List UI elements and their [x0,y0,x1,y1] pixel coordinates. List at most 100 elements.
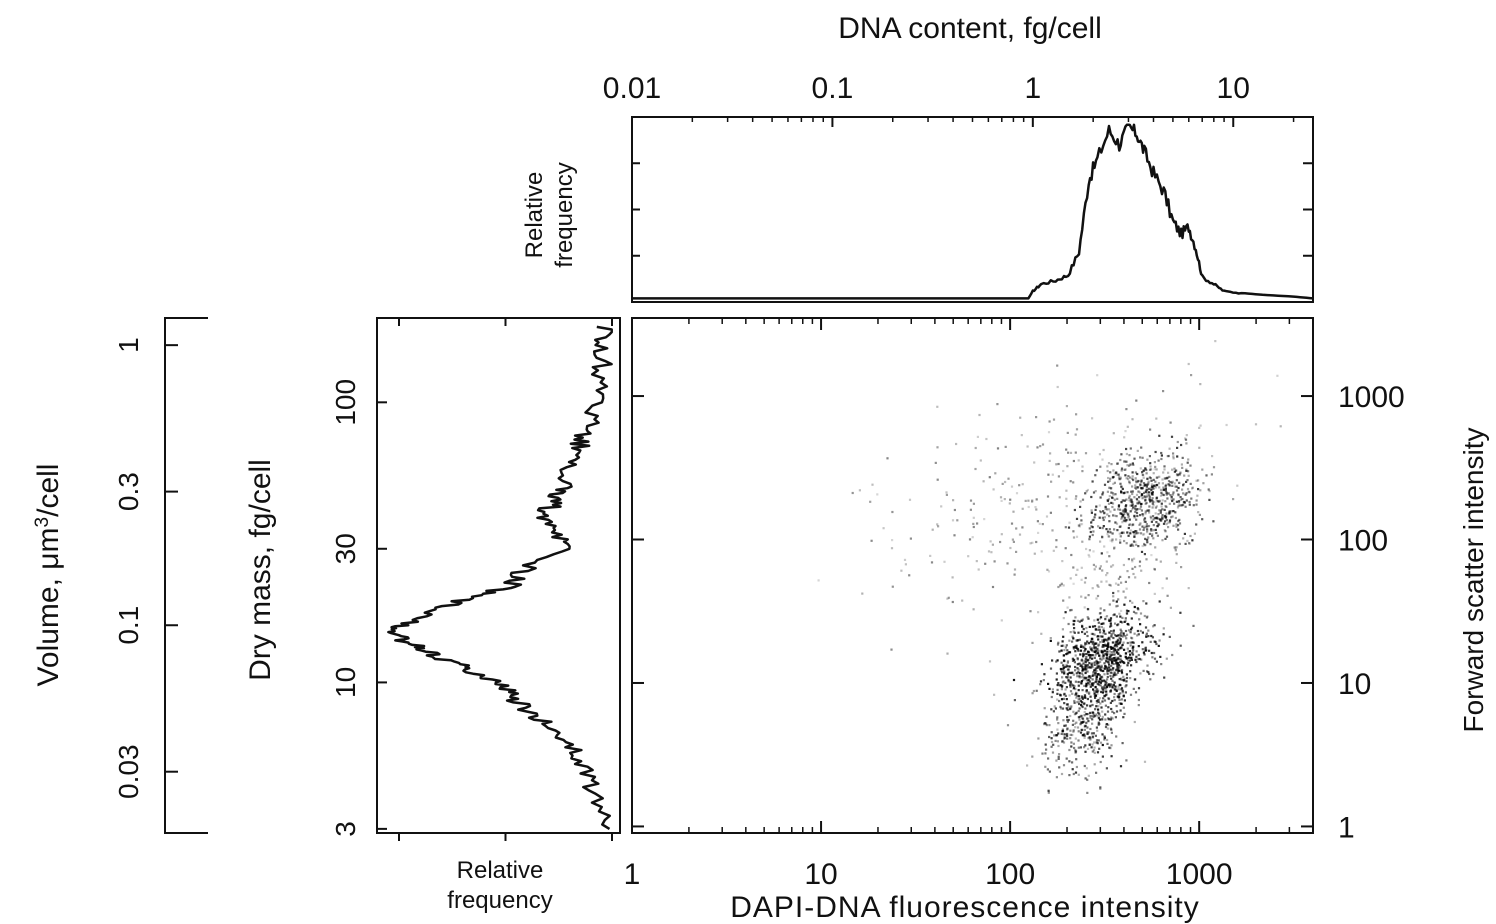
scatter-point [1121,514,1124,517]
scatter-point [1191,486,1194,489]
scatter-point [1146,477,1149,480]
scatter-point [1101,688,1105,691]
scatter-point [1033,552,1036,555]
scatter-point [1078,672,1081,675]
scatter-point [1068,665,1071,668]
scatter-point [1148,511,1151,514]
scatter-point [1160,457,1163,461]
top-tick-label: 10 [1217,72,1250,105]
scatter-point [1119,620,1122,623]
scatter-point [1119,634,1122,637]
scatter-point [1134,471,1137,474]
scatter-point [1101,645,1104,648]
scatter-point [1148,455,1151,458]
scatter-point [1160,502,1163,505]
scatter-point [1126,570,1129,573]
scatter-point [1103,667,1106,670]
scatter-point [1075,696,1078,699]
scatter-point [1119,628,1122,631]
scatter-point [1088,736,1091,739]
scatter-point [1170,496,1173,499]
scatter-point [1153,640,1156,643]
scatter-point [1077,668,1080,671]
scatter-point [1110,491,1113,494]
scatter-point [1145,495,1148,498]
scatter-point [1067,668,1070,671]
scatter-point [1150,499,1153,502]
scatter-point [1091,718,1094,721]
scatter-point [1110,565,1113,568]
scatter-point [1117,577,1120,580]
scatter-point [1071,761,1074,764]
scatter-point [1097,689,1100,692]
scatter-point [1153,484,1156,487]
scatter-point [1111,685,1114,688]
scatter-point [1065,405,1068,408]
scatter-point [1096,692,1099,695]
scatter-point [1078,707,1081,710]
scatter-point [1102,640,1106,643]
scatter-point [1034,506,1037,509]
scatter-point [1080,714,1083,717]
scatter-point [1138,565,1141,568]
scatter-point [1154,486,1157,489]
scatter-point [1165,505,1168,508]
scatter-point [1113,514,1117,517]
scatter-point [1102,448,1105,452]
scatter-point [1177,528,1180,531]
scatter-point [1186,539,1189,542]
scatter-point [1127,610,1130,613]
scatter-point [1070,705,1073,708]
scatter-point [1153,592,1156,595]
scatter-point [1078,662,1081,665]
scatter-point [1084,596,1087,599]
scatter-point [1068,774,1071,777]
scatter-point [1104,664,1107,668]
scatter-point [1063,672,1066,675]
scatter-point [1077,684,1080,687]
scatter-point [1086,697,1089,701]
scatter-point [1153,501,1156,504]
scatter-point [936,446,939,449]
scatter-point [1098,683,1101,686]
scatter-point [1103,483,1107,486]
scatter-point [1108,663,1111,666]
scatter-point [1185,434,1188,437]
scatter-point [1062,680,1065,683]
scatter-point [1142,600,1145,603]
scatter-point [1109,668,1112,671]
scatter-point [1117,583,1120,586]
scatter-point [1080,514,1083,517]
scatter-point [1063,737,1066,740]
scatter-point [1139,514,1142,517]
scatter-point [1086,732,1089,735]
scatter-point [1131,501,1134,504]
scatter-point [1064,681,1067,684]
scatter-point [1143,553,1146,556]
scatter-point [1101,691,1104,694]
scatter-point [972,608,975,611]
scatter-point [1180,463,1183,466]
scatter-point [1179,498,1182,501]
scatter-point [1083,581,1087,584]
scatter-point [1118,695,1121,698]
scatter-point [1092,688,1095,691]
scatter-point [1048,770,1051,773]
scatter-point [1117,688,1120,691]
scatter-point [1099,760,1102,764]
scatter-point [1195,499,1198,502]
scatter-point [1112,469,1115,472]
scatter-point [1088,549,1091,552]
scatter-point [1093,568,1096,571]
scatter-point [1105,681,1108,684]
scatter-point [1120,688,1123,691]
scatter-point [1170,510,1173,513]
scatter-point [1124,596,1127,599]
scatter-point [1098,567,1101,570]
scatter-point [972,525,975,529]
scatter-point [1097,698,1100,702]
scatter-point [1108,479,1111,482]
scatter-point [1096,651,1099,654]
scatter-point [1108,486,1111,489]
